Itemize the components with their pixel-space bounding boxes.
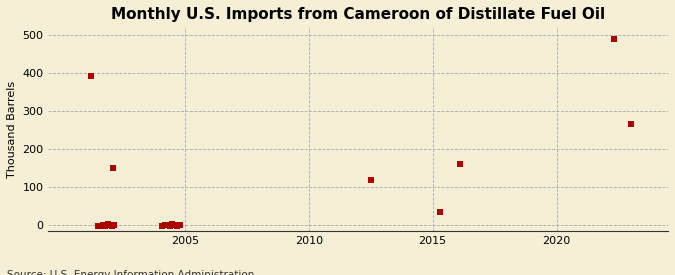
Point	[608, 37, 619, 41]
Point	[159, 223, 170, 227]
Point	[107, 222, 118, 227]
Y-axis label: Thousand Barrels: Thousand Barrels	[7, 81, 17, 178]
Point	[172, 224, 183, 228]
Point	[169, 223, 180, 227]
Point	[107, 166, 118, 170]
Point	[95, 224, 106, 228]
Point	[100, 224, 111, 228]
Point	[92, 224, 103, 229]
Point	[85, 73, 96, 78]
Point	[167, 222, 178, 227]
Point	[106, 224, 117, 229]
Point	[98, 222, 109, 227]
Title: Monthly U.S. Imports from Cameroon of Distillate Fuel Oil: Monthly U.S. Imports from Cameroon of Di…	[111, 7, 605, 22]
Point	[454, 162, 465, 167]
Point	[165, 224, 176, 228]
Point	[162, 222, 173, 227]
Point	[157, 224, 168, 229]
Point	[174, 222, 185, 227]
Point	[103, 222, 113, 227]
Point	[435, 210, 446, 214]
Point	[109, 223, 119, 227]
Point	[626, 122, 637, 127]
Text: Source: U.S. Energy Information Administration: Source: U.S. Energy Information Administ…	[7, 271, 254, 275]
Point	[105, 223, 116, 227]
Point	[365, 178, 376, 182]
